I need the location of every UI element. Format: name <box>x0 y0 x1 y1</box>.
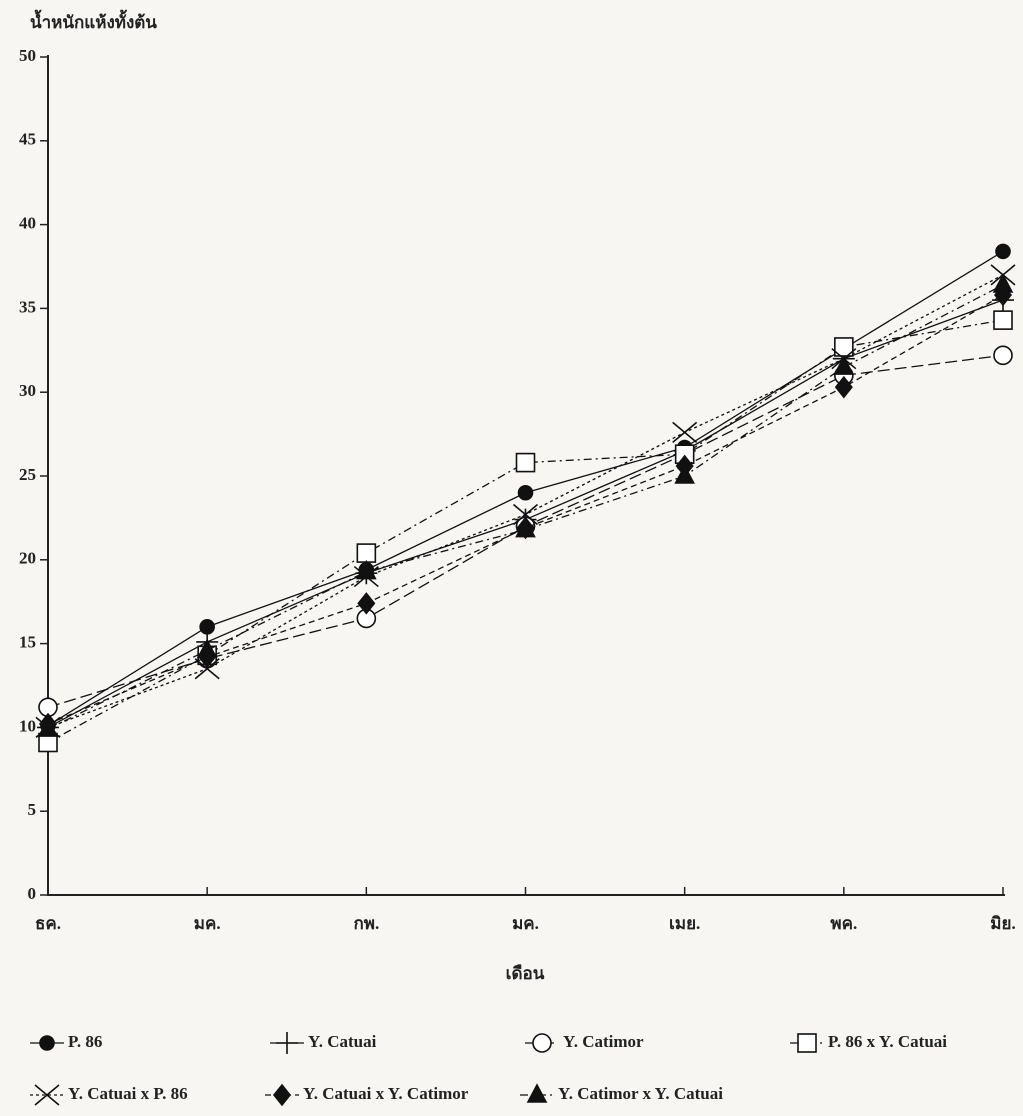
legend-marker <box>40 1036 54 1050</box>
marker <box>835 357 853 374</box>
marker <box>994 311 1012 329</box>
legend-label: Y. Catuai x P. 86 <box>68 1084 188 1103</box>
legend-marker <box>274 1085 290 1105</box>
legend-label: Y. Catuai <box>308 1032 377 1051</box>
x-tick-label: มค. <box>194 914 221 933</box>
y-axis-label: น้ำหนักแห้งทั้งต้น <box>30 9 157 32</box>
series-line <box>48 285 1003 729</box>
marker <box>517 454 535 472</box>
marker <box>357 544 375 562</box>
legend-label: Y. Catimor <box>563 1032 644 1051</box>
y-tick-label: 0 <box>28 884 37 903</box>
x-tick-label: มค. <box>512 914 539 933</box>
y-tick-label: 45 <box>19 130 36 149</box>
series-line <box>48 275 1003 728</box>
x-tick-label: เมย. <box>669 914 700 933</box>
marker <box>996 244 1010 258</box>
legend-label: P. 86 <box>68 1032 102 1051</box>
x-tick-label: ธค. <box>35 914 61 933</box>
y-tick-label: 10 <box>19 716 36 735</box>
y-tick-label: 40 <box>19 214 36 233</box>
x-tick-label: กพ. <box>353 914 379 933</box>
legend-label: Y. Catuai x Y. Catimor <box>303 1084 469 1103</box>
legend-label: Y. Catimor x Y. Catuai <box>558 1084 723 1103</box>
y-tick-label: 50 <box>19 46 36 65</box>
y-tick-label: 15 <box>19 633 36 652</box>
legend-marker <box>533 1034 551 1052</box>
legend-marker <box>798 1034 816 1052</box>
y-tick-label: 20 <box>19 549 36 568</box>
legend-marker <box>528 1085 546 1102</box>
chart: น้ำหนักแห้งทั้งต้น เดือน 0 5 10 15 20 25 30 35 4… <box>0 0 1023 1111</box>
x-axis-label: เดือน <box>506 963 545 983</box>
legend-marker <box>276 1032 298 1054</box>
marker <box>519 486 533 500</box>
marker <box>994 346 1012 364</box>
page: {"chart_data": {"type": "line", "y_label… <box>0 0 1023 1116</box>
legend-label: P. 86 x Y. Catuai <box>828 1032 947 1051</box>
y-tick-label: 25 <box>19 465 36 484</box>
y-tick-label: 30 <box>19 381 36 400</box>
marker <box>358 593 374 613</box>
marker <box>673 422 697 442</box>
y-tick-label: 35 <box>19 297 36 316</box>
x-tick-label: พค. <box>830 914 857 933</box>
y-tick-label: 5 <box>28 800 37 819</box>
x-tick-label: มิย. <box>990 914 1015 933</box>
